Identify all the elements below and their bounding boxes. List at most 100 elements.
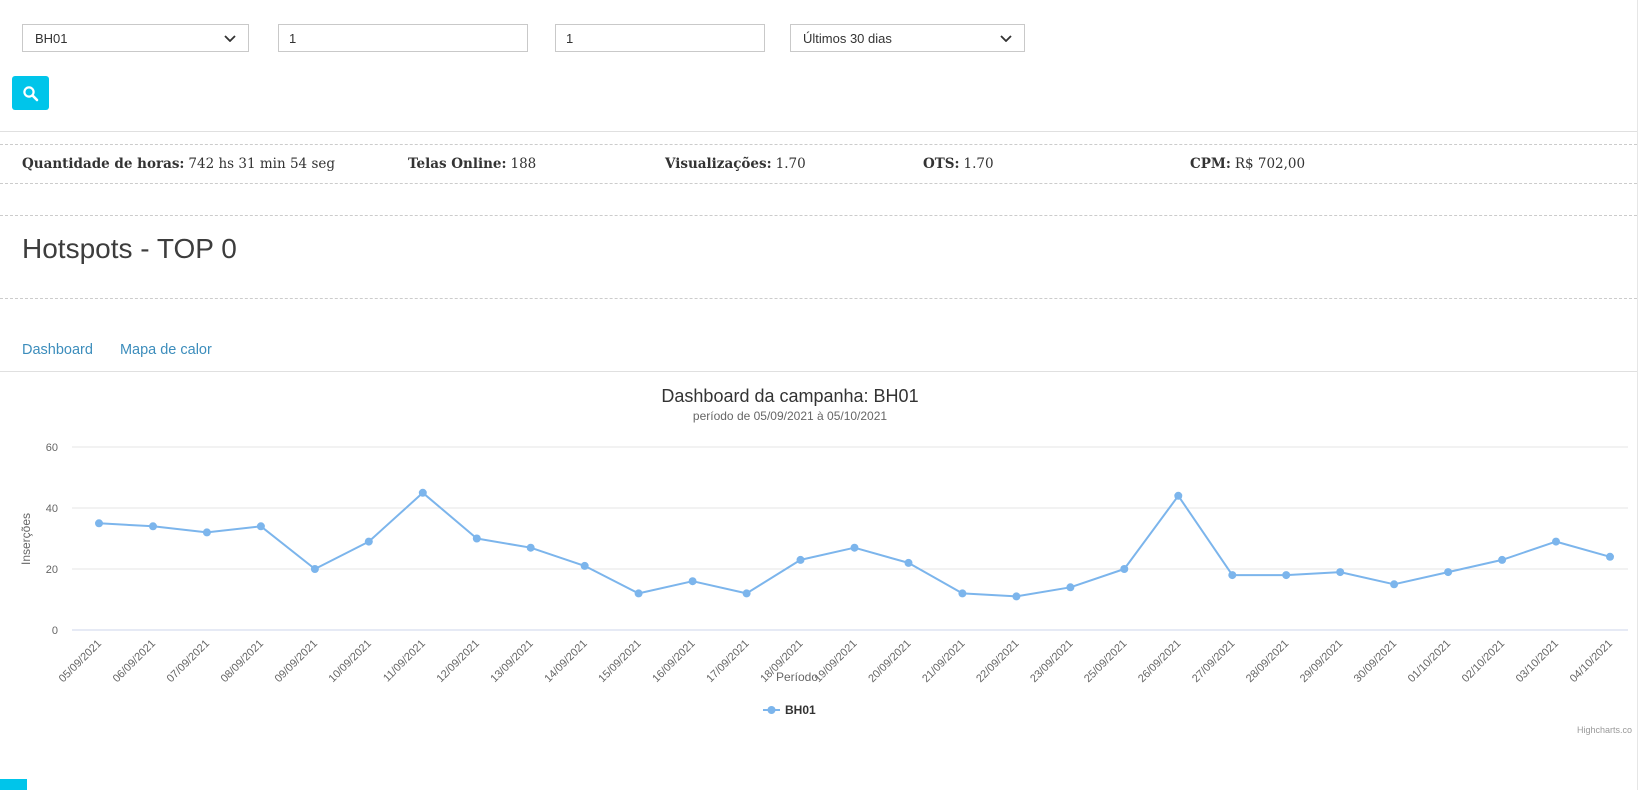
- data-point[interactable]: [1390, 580, 1399, 589]
- period-select[interactable]: Últimos 30 dias: [790, 24, 1025, 52]
- data-point[interactable]: [1012, 592, 1021, 601]
- x-tick-label: 20/09/2021: [866, 638, 913, 685]
- x-tick-label: 04/10/2021: [1568, 638, 1615, 685]
- data-point[interactable]: [796, 555, 805, 564]
- x-tick-label: 29/09/2021: [1298, 638, 1345, 685]
- stat-label: Quantidade de horas:: [22, 156, 185, 172]
- y-tick-label: 40: [46, 503, 58, 515]
- chart-title: Dashboard da campanha: BH01: [661, 386, 918, 406]
- x-tick-label: 03/10/2021: [1514, 638, 1561, 685]
- x-tick-label: 11/09/2021: [381, 638, 428, 685]
- x-tick-label: 15/09/2021: [596, 638, 643, 685]
- stat-visualizacoes: Visualizações: 1.70: [665, 156, 806, 172]
- x-tick-label: 13/09/2021: [488, 638, 535, 685]
- divider: [0, 131, 1637, 132]
- chevron-down-icon: [224, 34, 236, 42]
- x-tick-label: 06/09/2021: [111, 638, 158, 685]
- stat-label: Visualizações:: [665, 156, 772, 172]
- y-tick-label: 0: [52, 625, 58, 637]
- data-point[interactable]: [1066, 583, 1075, 592]
- x-tick-label: 22/09/2021: [974, 638, 1021, 685]
- divider: [0, 371, 1637, 372]
- stat-label: OTS:: [923, 156, 960, 172]
- data-point[interactable]: [1228, 571, 1237, 580]
- tab-dashboard[interactable]: Dashboard: [22, 342, 93, 358]
- data-point[interactable]: [850, 543, 859, 552]
- x-tick-label: 05/09/2021: [57, 638, 104, 685]
- x-tick-label: 21/09/2021: [920, 638, 967, 685]
- data-point[interactable]: [634, 589, 643, 598]
- stat-quantidade-horas: Quantidade de horas: 742 hs 31 min 54 seg: [22, 156, 335, 172]
- scrollbar[interactable]: [1637, 0, 1638, 790]
- stats-bar: Quantidade de horas: 742 hs 31 min 54 seg…: [0, 144, 1637, 184]
- data-point[interactable]: [1606, 552, 1614, 561]
- data-point[interactable]: [418, 488, 427, 497]
- data-point[interactable]: [202, 528, 211, 537]
- x-tick-label: 07/09/2021: [165, 638, 212, 685]
- data-point[interactable]: [256, 522, 265, 531]
- stat-value: 1.70: [775, 156, 806, 172]
- legend-label: BH01: [785, 703, 816, 717]
- legend-marker-dot: [767, 706, 776, 714]
- x-tick-label: 26/09/2021: [1136, 638, 1183, 685]
- data-point[interactable]: [95, 519, 103, 528]
- data-point[interactable]: [310, 565, 319, 573]
- partial-button[interactable]: [0, 779, 27, 790]
- divider: [0, 215, 1637, 216]
- data-point[interactable]: [472, 534, 481, 543]
- tab-mapa-de-calor[interactable]: Mapa de calor: [119, 342, 212, 358]
- y-tick-label: 60: [46, 442, 58, 454]
- x-tick-label: 02/10/2021: [1460, 638, 1507, 685]
- x-tick-label: 28/09/2021: [1244, 638, 1291, 685]
- campaign-chart: 0 20 40 60 Inserções 05/09/2021 06/09/2021 07/0…: [0, 371, 1643, 750]
- campaign-select-value: BH01: [35, 30, 68, 46]
- highcharts-line-chart: 0 20 40 60 Inserções 05/09/2021 06/09/2021 07/0…: [19, 386, 1632, 735]
- x-tick-label: 19/09/2021: [812, 638, 859, 685]
- y-tick-label: 20: [46, 564, 58, 576]
- stat-value: 742 hs 31 min 54 seg: [188, 156, 335, 172]
- x-tick-label: 10/09/2021: [327, 638, 374, 685]
- x-tick-label: 17/09/2021: [704, 638, 751, 685]
- search-icon: [23, 85, 39, 101]
- stat-label: CPM:: [1190, 156, 1231, 172]
- data-point[interactable]: [580, 561, 589, 570]
- group-input[interactable]: [555, 24, 765, 52]
- x-axis-title: Período: [776, 670, 818, 684]
- data-point[interactable]: [688, 577, 697, 586]
- stat-ots: OTS: 1.70: [923, 156, 994, 172]
- data-point[interactable]: [149, 522, 157, 531]
- data-point[interactable]: [1282, 571, 1291, 580]
- x-tick-label: 16/09/2021: [650, 638, 697, 685]
- highcharts-credit[interactable]: Highcharts.co: [1577, 725, 1632, 735]
- data-point[interactable]: [1498, 555, 1507, 564]
- x-tick-label: 23/09/2021: [1028, 638, 1075, 685]
- data-point[interactable]: [1174, 491, 1183, 500]
- data-point[interactable]: [364, 537, 373, 546]
- x-tick-label: 25/09/2021: [1082, 638, 1129, 685]
- data-point[interactable]: [904, 558, 913, 567]
- data-point[interactable]: [526, 543, 535, 552]
- x-tick-label: 09/09/2021: [273, 638, 320, 685]
- stat-value: R$ 702,00: [1234, 156, 1306, 172]
- data-point[interactable]: [1336, 568, 1345, 577]
- x-tick-label: 12/09/2021: [435, 638, 482, 685]
- legend-item-bh01[interactable]: BH01: [763, 703, 816, 717]
- stat-value: 188: [510, 156, 537, 172]
- search-button[interactable]: [12, 76, 49, 110]
- tab-bar: Dashboard Mapa de calor: [22, 342, 212, 358]
- x-tick-label: 14/09/2021: [542, 638, 589, 685]
- data-point[interactable]: [958, 589, 967, 598]
- chevron-down-icon: [1000, 34, 1012, 42]
- data-point[interactable]: [742, 589, 751, 598]
- data-point[interactable]: [1444, 568, 1453, 577]
- x-tick-label: 27/09/2021: [1190, 638, 1237, 685]
- screens-input[interactable]: [278, 24, 528, 52]
- data-point[interactable]: [1552, 537, 1560, 546]
- campaign-select[interactable]: BH01: [22, 24, 249, 52]
- divider: [0, 298, 1637, 299]
- x-tick-label: 01/10/2021: [1406, 638, 1453, 685]
- stat-telas-online: Telas Online: 188: [408, 156, 536, 172]
- data-point[interactable]: [1120, 565, 1129, 573]
- y-axis-title: Inserções: [19, 513, 33, 565]
